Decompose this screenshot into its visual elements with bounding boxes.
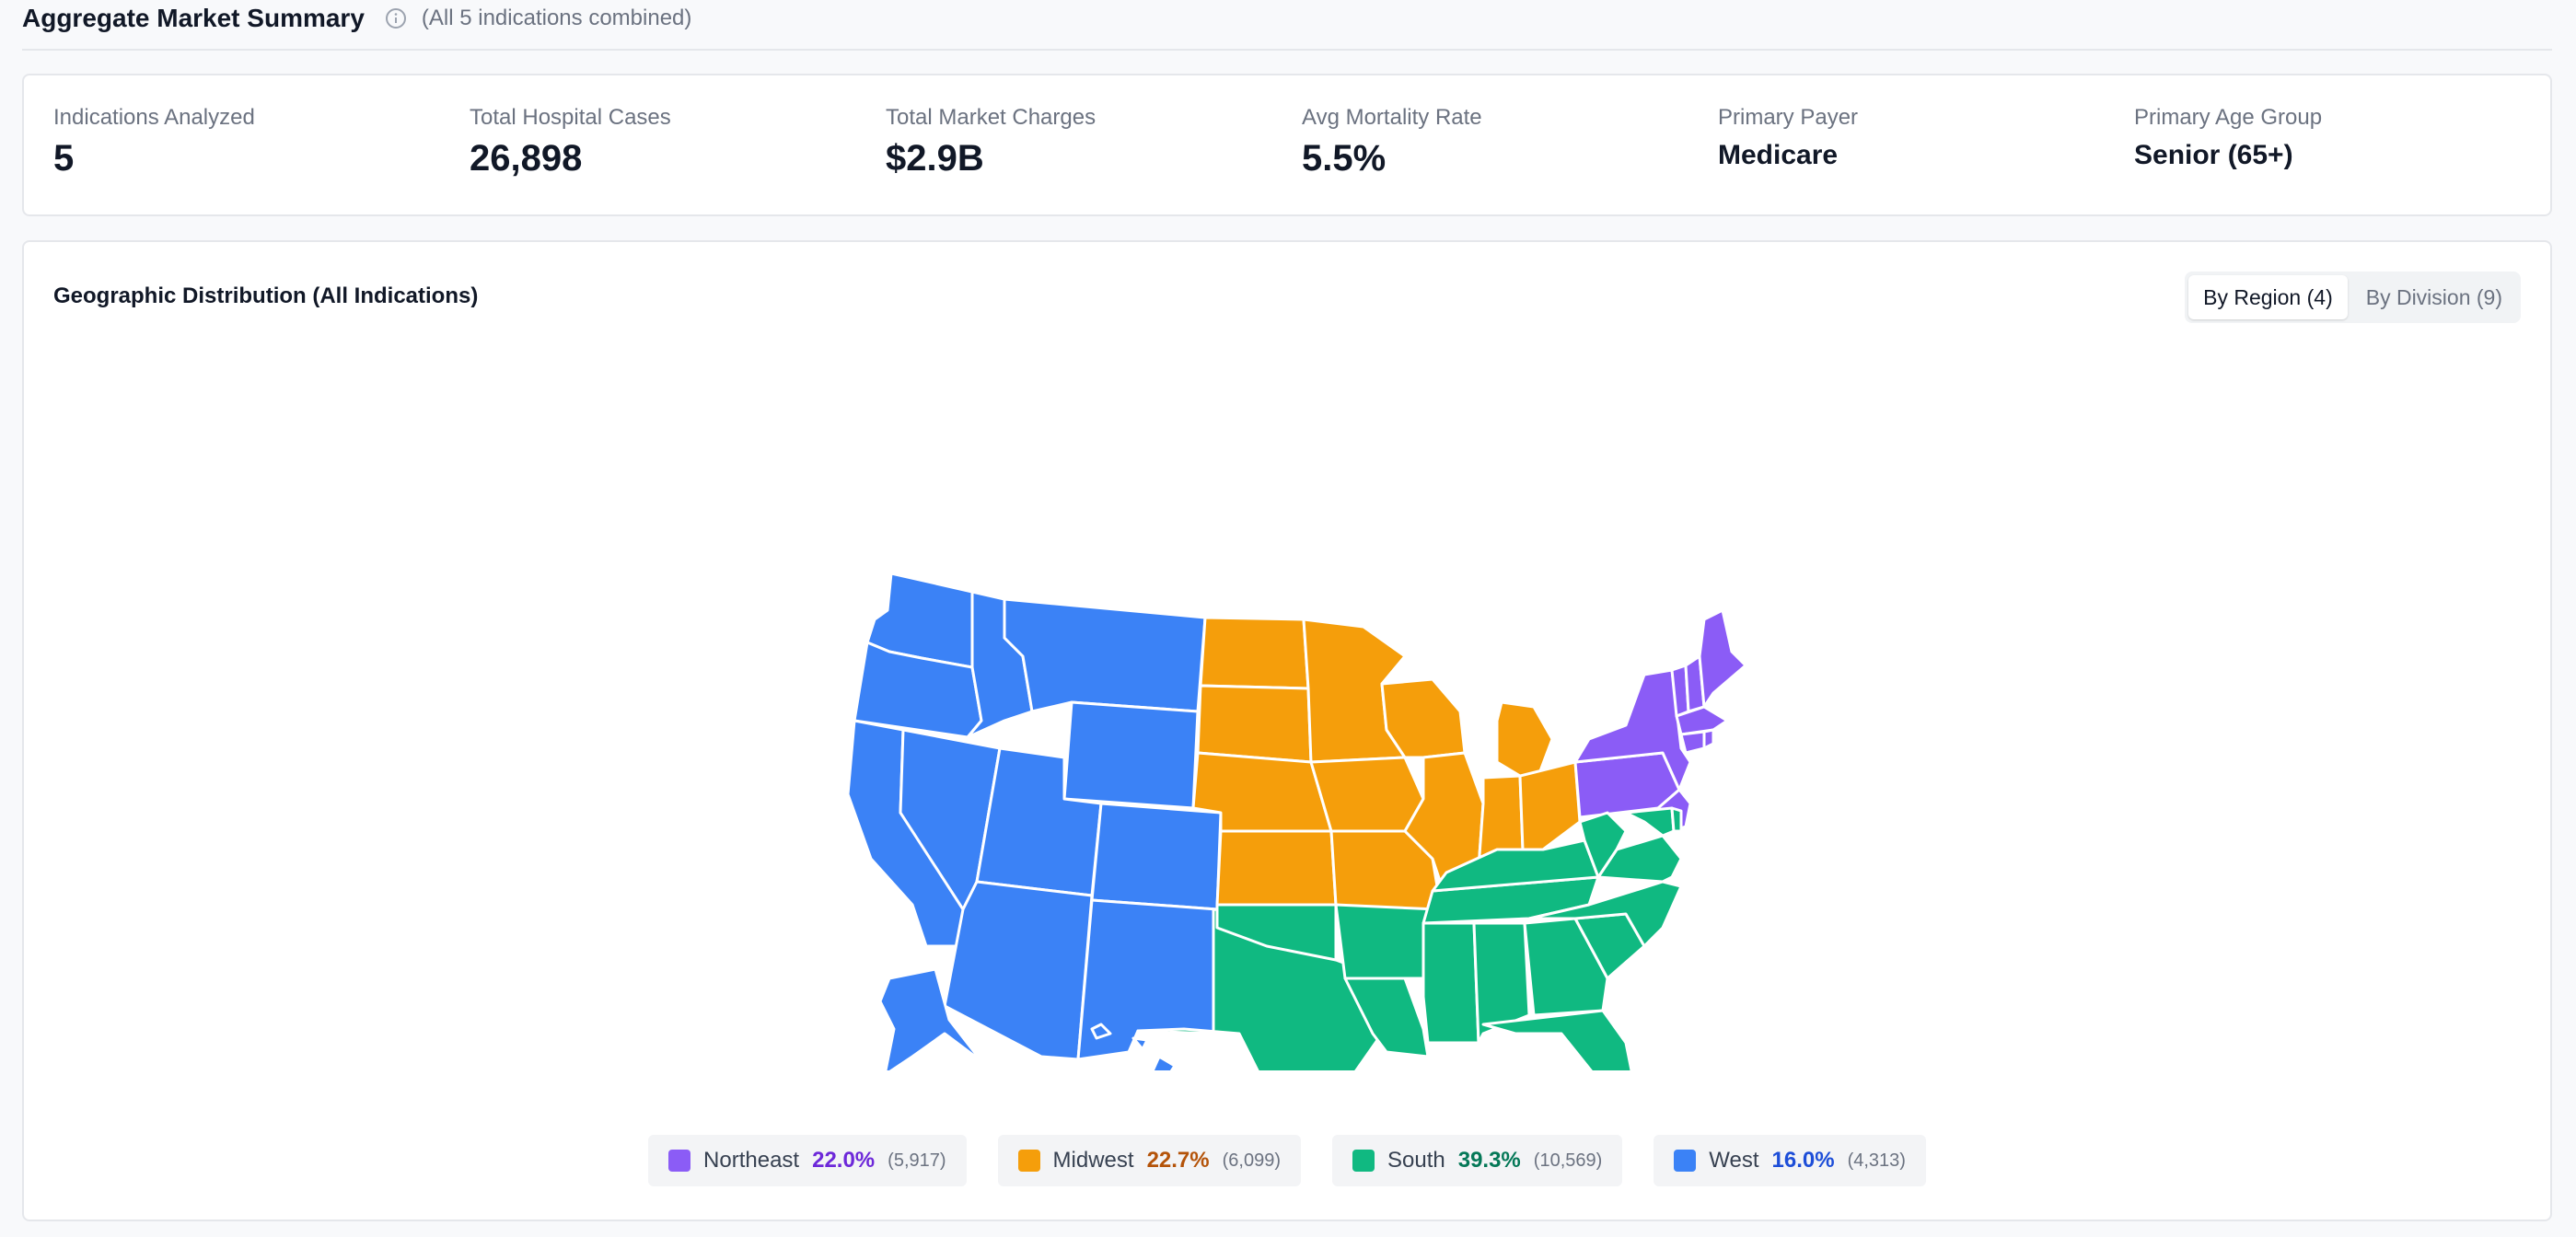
state-north-dakota: [1199, 616, 1310, 690]
metric-value: 5: [53, 138, 75, 179]
metric-value: $2.9B: [886, 138, 984, 179]
state-kansas: [1215, 829, 1338, 907]
metric-value: Medicare: [1718, 140, 1839, 170]
info-icon[interactable]: [383, 6, 409, 31]
state-louisiana: [1343, 977, 1430, 1058]
view-toggle: By Region (4) By Division (9): [2185, 272, 2521, 323]
state-wyoming: [1062, 700, 1200, 810]
metric-label: Avg Mortality Rate: [1302, 105, 1482, 130]
by-region-button[interactable]: By Region (4): [2188, 275, 2348, 319]
legend-region-percent: 22.0%: [812, 1148, 876, 1173]
legend-region-percent: 22.7%: [1146, 1148, 1210, 1173]
geo-title: Geographic Distribution (All Indications…: [53, 283, 479, 308]
geo-distribution-card: Geographic Distribution (All Indications…: [22, 240, 2552, 1221]
legend-item-midwest[interactable]: Midwest 22.7% (6,099): [997, 1135, 1301, 1186]
metric-label: Primary Age Group: [2134, 105, 2323, 130]
legend-region-count: (4,313): [1847, 1150, 1906, 1171]
state-south-dakota: [1196, 684, 1313, 764]
page-title: Aggregate Market Summary: [22, 4, 365, 32]
metric-mortality: Avg Mortality Rate 5.5%: [1302, 105, 1482, 179]
map-region-south[interactable]: [1136, 806, 1683, 1070]
legend-region-name: South: [1387, 1148, 1445, 1173]
state-massachusetts: [1675, 705, 1729, 736]
metric-value: Senior (65+): [2134, 140, 2293, 170]
metric-charges: Total Market Charges $2.9B: [886, 105, 1097, 179]
state-north-carolina: [1527, 880, 1683, 948]
state-new-york: [1573, 668, 1692, 792]
metric-value: 5.5%: [1302, 138, 1387, 179]
header-divider: [22, 49, 2552, 51]
state-connecticut: [1679, 730, 1706, 755]
map-region-west[interactable]: [846, 572, 1223, 1070]
legend-region-name: Midwest: [1052, 1148, 1134, 1173]
legend-swatch: [1352, 1150, 1375, 1172]
state-colorado: [1090, 802, 1223, 911]
metric-age-group: Primary Age Group Senior (65+): [2134, 107, 2322, 169]
state-iowa: [1309, 756, 1425, 833]
legend-region-count: (10,569): [1533, 1150, 1603, 1171]
state-oklahoma: [1215, 903, 1338, 962]
state-ohio: [1518, 760, 1582, 851]
region-legend: Northeast 22.0% (5,917) Midwest 22.7% (6…: [24, 1135, 2550, 1186]
legend-region-percent: 39.3%: [1457, 1148, 1521, 1173]
metrics-card: Indications Analyzed 5 Total Hospital Ca…: [22, 74, 2552, 216]
legend-region-name: Northeast: [703, 1148, 800, 1173]
map-region-midwest[interactable]: [1191, 616, 1582, 916]
us-region-map: [846, 572, 1747, 1070]
state-arizona: [943, 880, 1094, 1061]
legend-item-south[interactable]: South 39.3% (10,569): [1332, 1135, 1623, 1186]
legend-region-percent: 16.0%: [1771, 1148, 1835, 1173]
metric-label: Primary Payer: [1718, 105, 1859, 130]
legend-swatch: [1017, 1150, 1040, 1172]
legend-item-northeast[interactable]: Northeast 22.0% (5,917): [648, 1135, 967, 1186]
legend-swatch: [668, 1150, 691, 1172]
state-west-virginia: [1578, 811, 1628, 879]
metric-label: Total Hospital Cases: [470, 105, 671, 130]
legend-region-count: (5,917): [888, 1150, 946, 1171]
state-maryland: [1624, 806, 1676, 838]
legend-swatch: [1674, 1150, 1697, 1172]
page-subtitle: (All 5 indications combined): [421, 6, 692, 30]
by-division-button[interactable]: By Division (9): [2365, 284, 2502, 309]
metric-payer: Primary Payer Medicare: [1718, 107, 1858, 169]
summary-header: Aggregate Market Summary (All 5 indicati…: [22, 0, 691, 37]
map-region-northeast[interactable]: [1573, 608, 1747, 833]
metric-indications: Indications Analyzed 5: [53, 105, 255, 179]
state-rhode-island: [1702, 728, 1715, 750]
state-delaware: [1670, 806, 1683, 833]
metric-label: Indications Analyzed: [53, 105, 255, 130]
legend-item-west[interactable]: West 16.0% (4,313): [1654, 1135, 1926, 1186]
metric-cases: Total Hospital Cases 26,898: [470, 105, 671, 179]
state-michigan: [1495, 700, 1554, 778]
legend-region-name: West: [1709, 1148, 1759, 1173]
metric-label: Total Market Charges: [886, 105, 1097, 130]
legend-region-count: (6,099): [1222, 1150, 1281, 1171]
state-maine: [1698, 608, 1747, 709]
state-hawaii: [1090, 1023, 1177, 1070]
state-mississippi: [1421, 921, 1480, 1045]
state-montana: [1003, 597, 1207, 713]
metric-value: 26,898: [470, 138, 583, 179]
state-alaska: [878, 967, 983, 1070]
state-florida: [1481, 1009, 1633, 1070]
